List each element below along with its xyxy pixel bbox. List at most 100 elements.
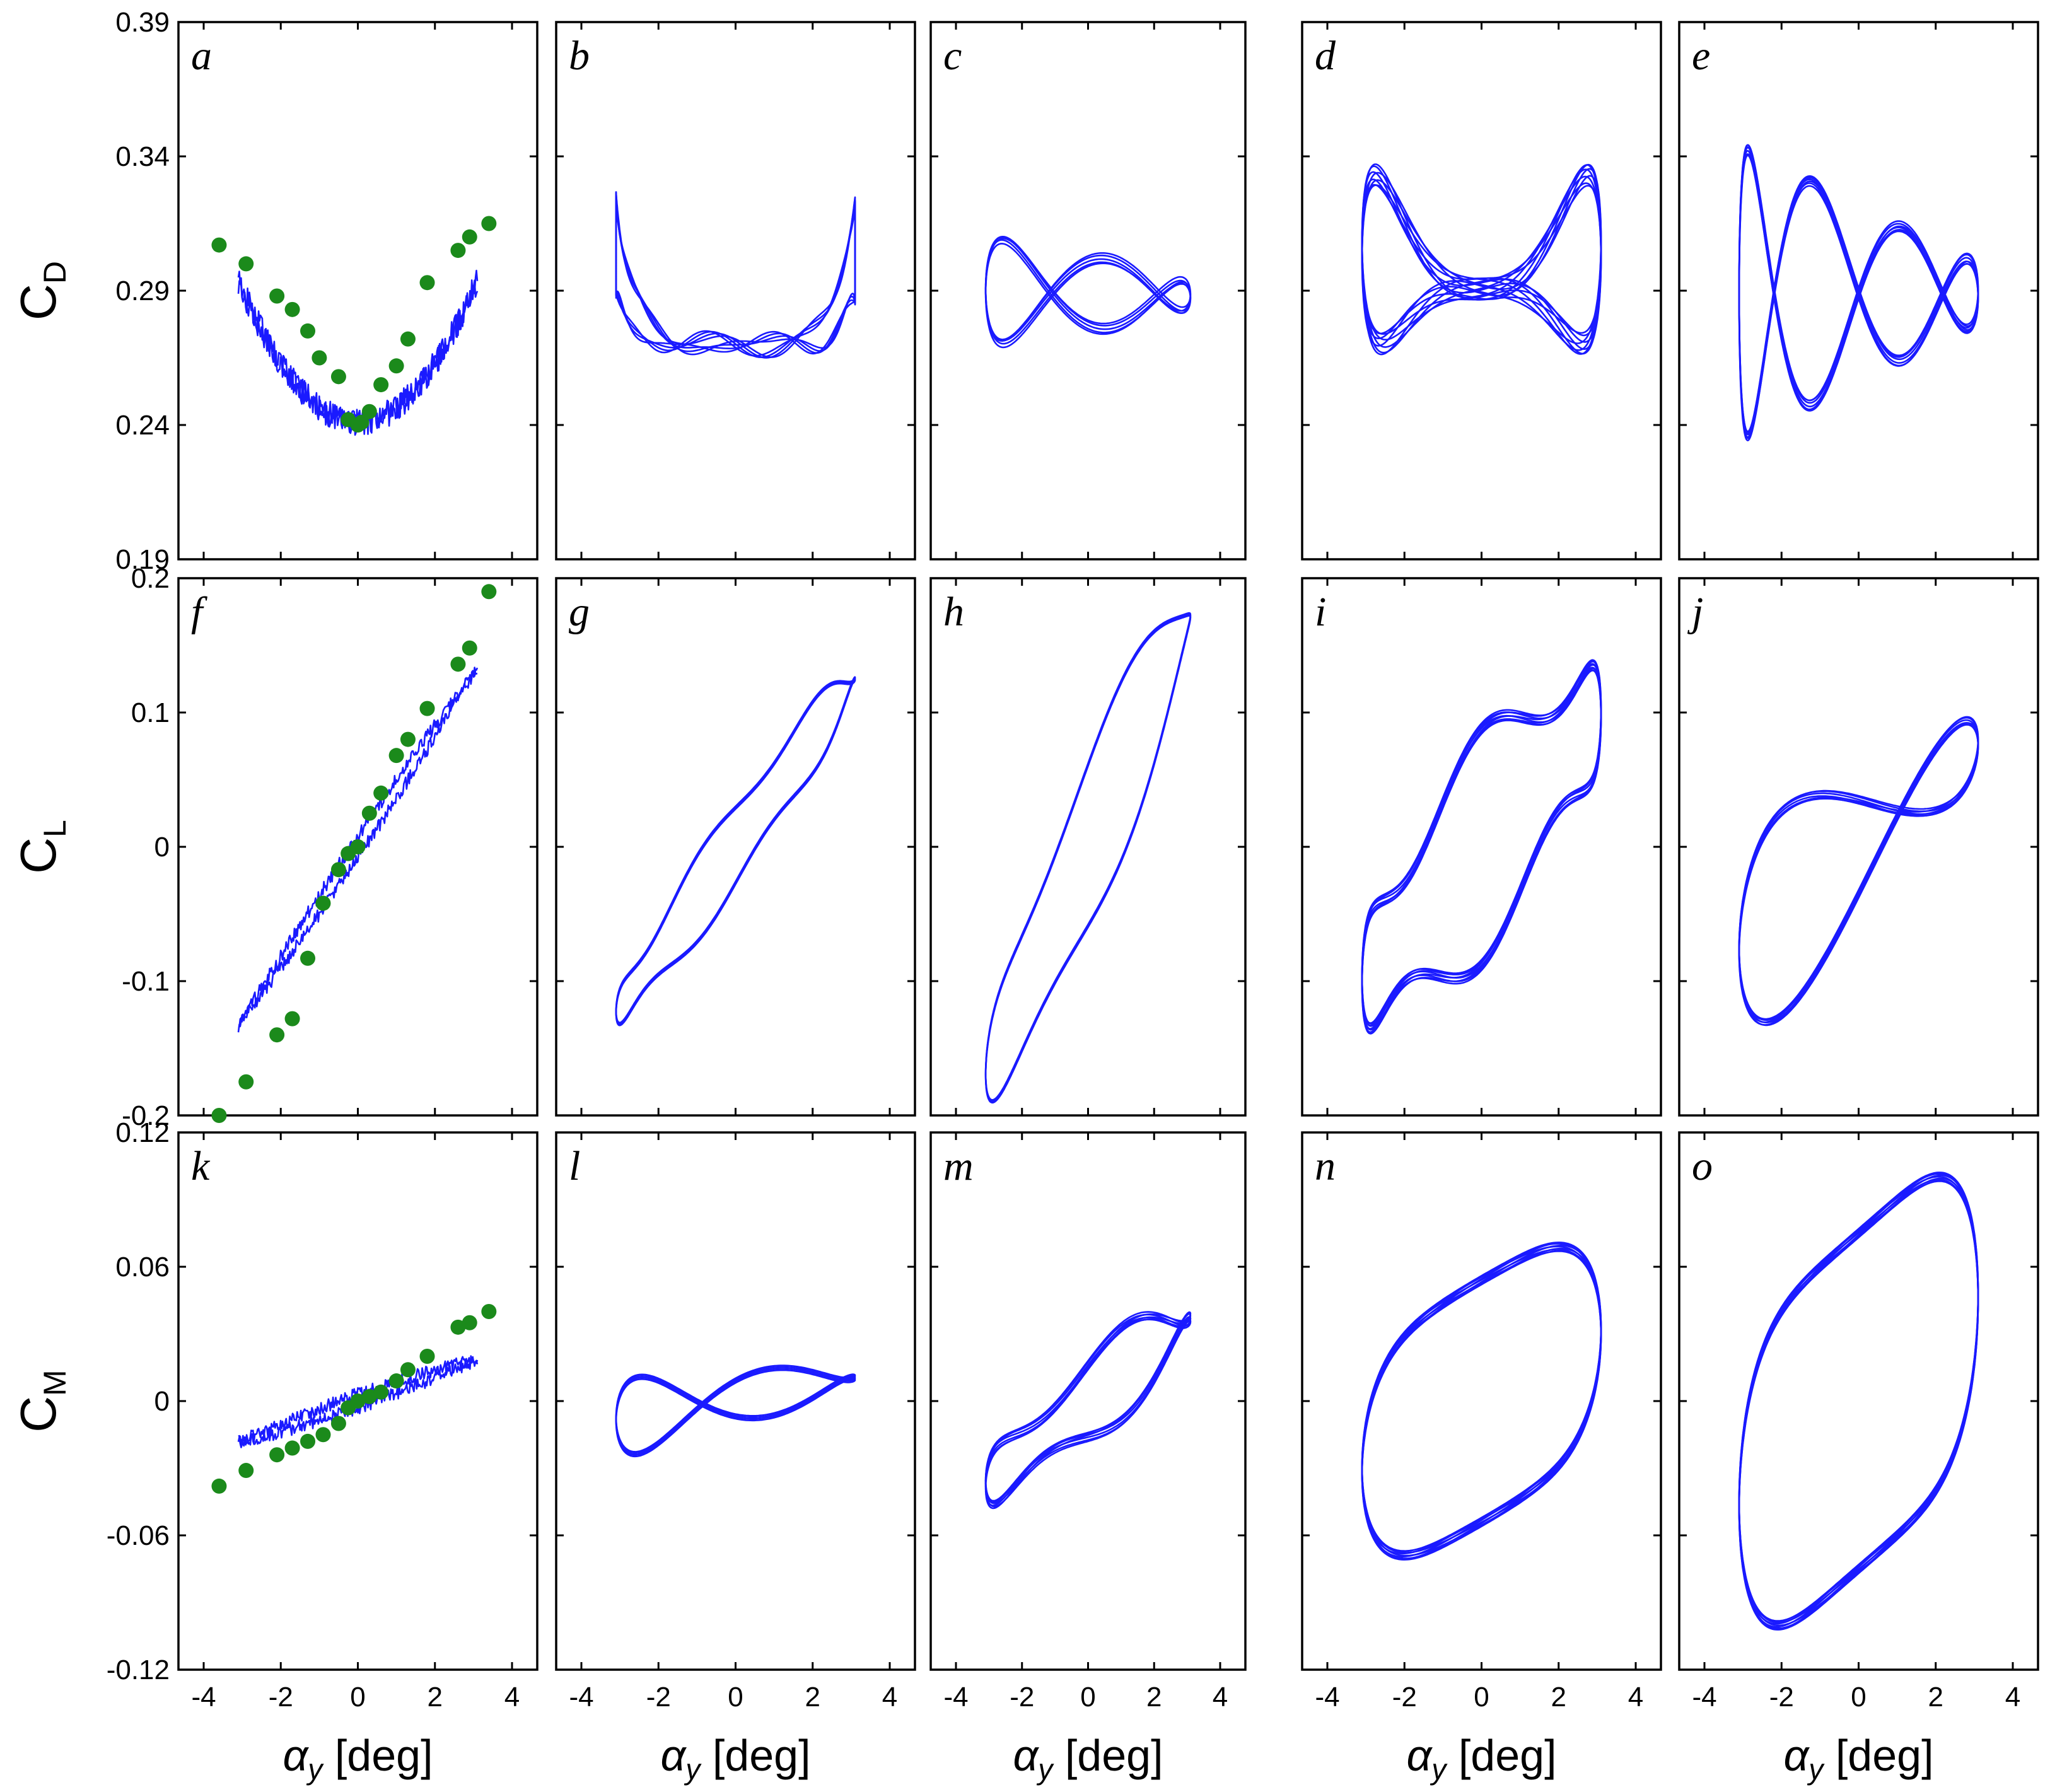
x-tick-label: 0 [1851,1682,1866,1713]
y-tick-label: -0.1 [122,966,170,997]
data-point-a [312,350,327,366]
y-tick-label: 0.2 [131,563,170,594]
y-tick-label: 0 [154,832,170,863]
y-tick-label: -0.2 [122,1100,170,1131]
x-tick-label: -4 [191,1682,216,1713]
series-line-k-1 [237,1356,479,1448]
panel-letter-l: l [569,1143,580,1189]
series-line-f-0 [238,667,479,1028]
data-point-f [269,1027,285,1043]
series-line-l-2 [615,1366,856,1455]
y-tick-label: 0.39 [115,7,170,38]
series-line-l-1 [615,1368,856,1456]
data-point-k [388,1373,404,1389]
data-point-a [354,414,370,430]
x-tick-label: 2 [1146,1682,1162,1713]
panel-letter-b: b [569,33,590,79]
panel-letter-m: m [943,1143,974,1189]
x-tick-label: 4 [2005,1682,2020,1713]
panel-frame-l [555,1131,916,1671]
data-point-k [373,1384,389,1400]
x-axis-label: αy [deg] [1013,1731,1163,1786]
data-point-a [481,216,497,231]
series-line-l-3 [615,1364,856,1453]
data-point-k [400,1362,416,1378]
data-point-a [419,275,435,291]
x-tick-label: -4 [1315,1682,1339,1713]
x-tick-label: 0 [1474,1682,1489,1713]
data-point-f [330,862,346,878]
panel-frame-n [1301,1131,1662,1671]
x-tick-label: 2 [805,1682,820,1713]
data-point-a [462,229,477,245]
data-point-f [400,731,416,747]
data-point-k [462,1315,477,1330]
data-point-a [388,358,404,374]
panel-frame-g [555,577,916,1117]
x-tick-label: -2 [646,1682,671,1713]
x-tick-label: -2 [1392,1682,1417,1713]
data-point-f [462,640,477,656]
data-point-k [361,1388,377,1404]
series-line-k-0 [238,1355,479,1447]
y-tick-label: -0.06 [107,1520,170,1551]
data-point-a [450,243,466,259]
y-tick-label: 0.24 [115,410,170,441]
x-tick-label: -4 [943,1682,968,1713]
series-line-c-4 [984,243,1192,342]
y-tick-label: 0.29 [115,276,170,306]
x-tick-label: 2 [1928,1682,1943,1713]
panel-letter-g: g [569,589,590,635]
data-point-f [300,950,316,966]
data-point-k [269,1447,285,1463]
panel-letter-n: n [1315,1143,1336,1189]
data-point-f [481,584,497,600]
data-point-f [238,1074,254,1090]
x-tick-label: 0 [350,1682,365,1713]
data-point-a [211,237,227,253]
panel-letter-o: o [1692,1143,1713,1189]
data-point-a [300,323,316,339]
y-axis-label: CD [10,261,73,320]
x-tick-label: 2 [428,1682,443,1713]
data-point-a [361,404,377,419]
panel-markers [211,216,497,1494]
data-point-k [300,1433,316,1449]
x-tick-label: 2 [1551,1682,1566,1713]
data-point-k [350,1393,366,1409]
panel-letter-e: e [1692,33,1710,79]
series-line-d-7 [1361,172,1602,347]
x-axis-label: αy [deg] [660,1731,810,1786]
panel-letter-a: a [191,33,212,79]
panel-frame-o [1678,1131,2039,1671]
panel-frame-a [177,21,539,561]
y-tick-label: -0.12 [107,1655,170,1685]
data-point-a [269,288,285,304]
series-line-o-8 [1738,1172,1979,1631]
panel-frame-h [929,577,1247,1117]
series-line-e-6 [1738,154,1979,441]
panel-frame-m [929,1131,1247,1671]
series-line-b-3 [615,192,856,357]
panel-letter-k: k [191,1143,211,1189]
x-tick-label: 4 [504,1682,520,1713]
x-tick-label: -4 [1692,1682,1716,1713]
panel-frame-b [555,21,916,561]
data-point-a [400,331,416,347]
x-tick-label: 0 [1080,1682,1095,1713]
panel-letter-i: i [1315,589,1326,635]
data-point-k [419,1349,435,1364]
panel-frame-c [929,21,1247,561]
panel-letter-d: d [1315,33,1336,79]
x-tick-label: 4 [1628,1682,1643,1713]
data-point-k [450,1319,466,1335]
series-line-j-6 [1738,716,1979,1026]
panel-frame-j [1678,577,2039,1117]
x-tick-label: 4 [1213,1682,1228,1713]
y-tick-label: 0.06 [115,1252,170,1283]
x-tick-label: -4 [569,1682,593,1713]
x-tick-label: 4 [882,1682,897,1713]
data-point-a [330,369,346,385]
